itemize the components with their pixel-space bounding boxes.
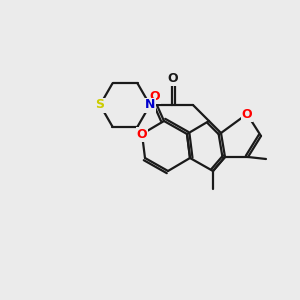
Text: N: N [145, 98, 155, 112]
Text: O: O [168, 71, 178, 85]
Text: S: S [95, 98, 104, 112]
Text: O: O [150, 89, 160, 103]
Text: O: O [242, 107, 252, 121]
Text: O: O [137, 128, 147, 140]
